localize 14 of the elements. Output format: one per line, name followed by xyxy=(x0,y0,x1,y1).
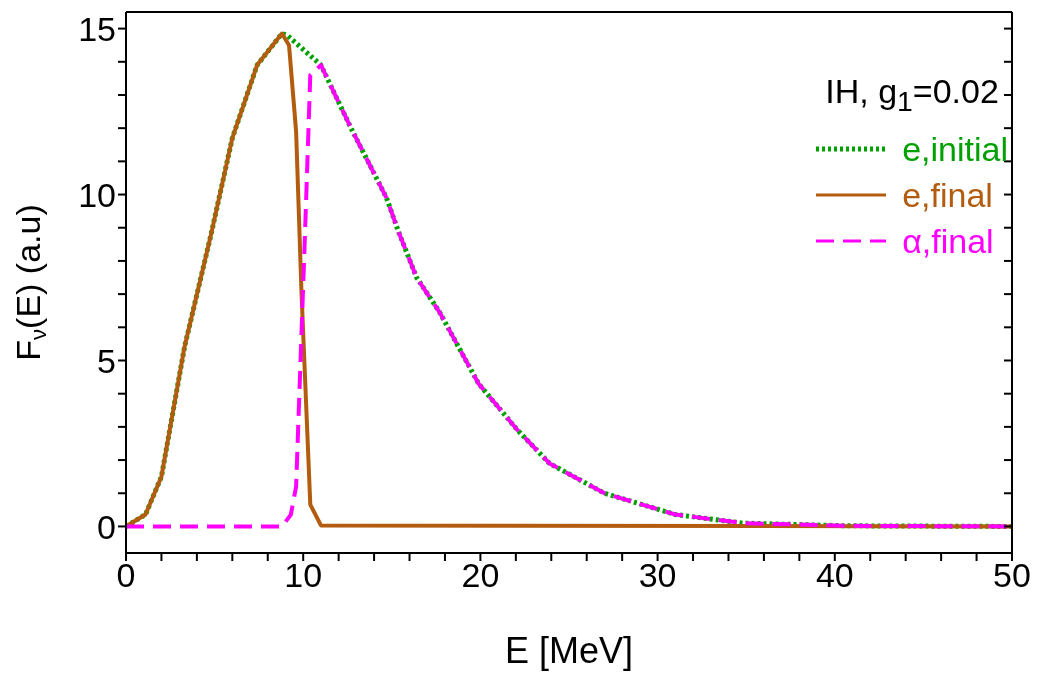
legend-label: α,final xyxy=(902,220,994,262)
legend-label: e,initial xyxy=(902,128,1008,170)
x-tick-label: 40 xyxy=(815,556,854,595)
y-tick-label: 0 xyxy=(97,507,116,546)
x-axis-title: E [MeV] xyxy=(504,630,634,671)
y-tick-label: 5 xyxy=(97,341,116,380)
y-tick-label: 10 xyxy=(78,175,116,214)
x-tick-label: 30 xyxy=(638,556,677,595)
y-tick-label: 15 xyxy=(78,9,116,48)
legend-title: IH, g$_{1}$=0.02 xyxy=(824,71,1000,119)
x-tick-label: 20 xyxy=(461,556,500,595)
x-tick-label: 10 xyxy=(284,556,323,595)
x-tick-label: 50 xyxy=(993,556,1031,595)
legend-label: e,final xyxy=(902,174,993,216)
